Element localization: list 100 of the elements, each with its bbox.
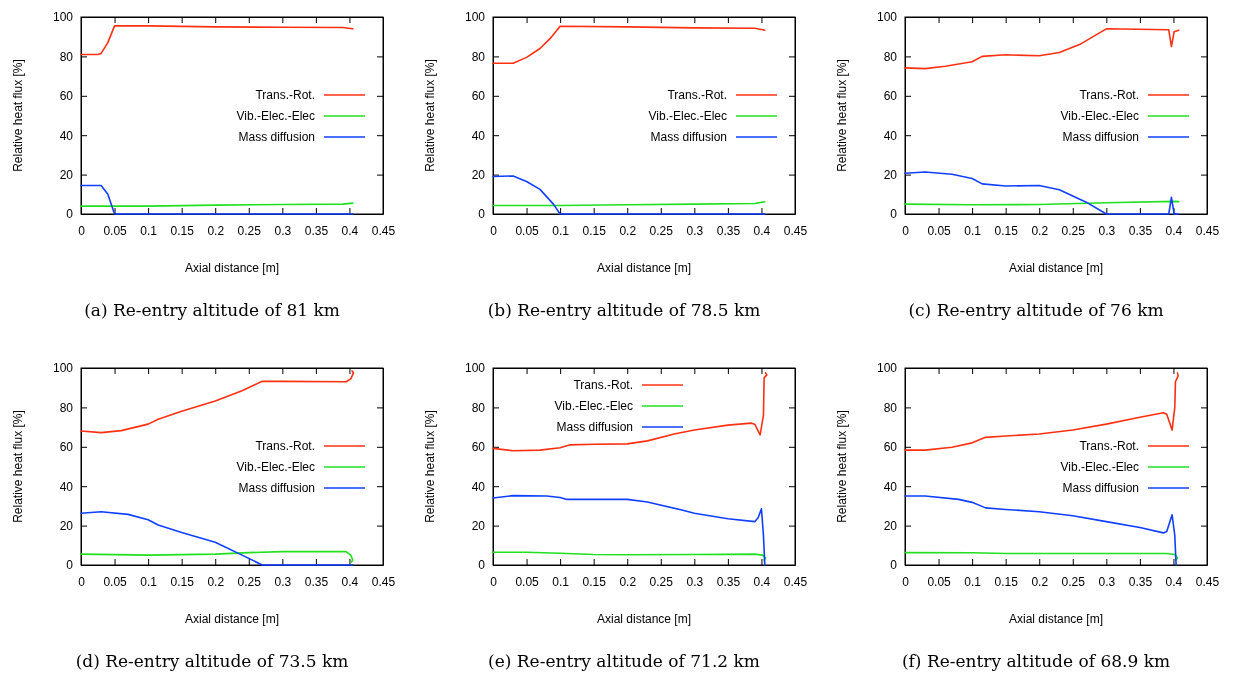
x-tick-label: 0.35 (716, 223, 741, 238)
legend-label: Trans.-Rot. (667, 88, 727, 102)
x-tick-label: 0.25 (237, 574, 262, 589)
line-series (80, 370, 355, 434)
y-axis-title: Relative heat flux [%] (11, 59, 25, 172)
legend-label: Mass diffusion (650, 130, 727, 144)
x-tick-label: 0 (78, 223, 86, 238)
legend-label: Vib.-Elec.-Elec (554, 399, 633, 413)
legend-label: Vib.-Elec.-Elec (236, 109, 315, 123)
x-tick-label: 0.25 (1061, 574, 1086, 589)
y-tick-label: 100 (876, 10, 898, 25)
x-tick-label: 0.3 (274, 574, 292, 589)
line-series (492, 494, 766, 566)
x-tick-label: 0.2 (619, 574, 637, 589)
y-tick-label: 0 (890, 207, 898, 222)
line-series (492, 372, 768, 452)
y-tick-label: 60 (59, 89, 74, 104)
legend-label: Mass diffusion (556, 420, 633, 434)
x-tick-label: 0.4 (753, 574, 771, 589)
x-tick-label: 0.3 (1098, 574, 1116, 589)
y-axis-title: Relative heat flux [%] (835, 59, 849, 172)
legend-label: Trans.-Rot. (255, 88, 315, 102)
line-series (80, 511, 354, 566)
y-tick-label: 20 (59, 167, 74, 182)
y-tick-label: 60 (471, 440, 486, 455)
y-axis-title: Relative heat flux [%] (835, 410, 849, 523)
x-axis-title: Axial distance [m] (596, 261, 692, 275)
x-axis-title: Axial distance [m] (1008, 261, 1104, 275)
x-tick-label: 0.45 (371, 574, 396, 589)
legend-label: Mass diffusion (1062, 481, 1139, 495)
legend-label: Vib.-Elec.-Elec (1060, 460, 1139, 474)
line-series (904, 495, 1177, 566)
x-tick-label: 0.3 (686, 574, 704, 589)
y-tick-label: 0 (66, 558, 74, 573)
x-tick-label: 0.3 (686, 223, 704, 238)
y-tick-label: 80 (471, 400, 486, 415)
y-tick-label: 80 (883, 400, 898, 415)
y-tick-label: 40 (471, 128, 486, 143)
y-axis-title: Relative heat flux [%] (11, 410, 25, 523)
y-tick-label: 100 (464, 361, 486, 376)
x-tick-label: 0.2 (207, 223, 225, 238)
line-series (904, 28, 1180, 70)
x-tick-label: 0.35 (1128, 223, 1153, 238)
y-tick-label: 80 (471, 49, 486, 64)
x-tick-label: 0.3 (1098, 223, 1116, 238)
text: (a) Re-entry altitude of 81 km (84, 300, 340, 320)
y-tick-label: 100 (52, 361, 74, 376)
x-tick-label: 0.05 (515, 574, 540, 589)
x-tick-label: 0.05 (515, 223, 540, 238)
legend-label: Mass diffusion (238, 130, 315, 144)
x-axis-title: Axial distance [m] (1008, 612, 1104, 626)
y-tick-label: 20 (883, 167, 898, 182)
x-tick-label: 0.25 (649, 574, 674, 589)
x-tick-label: 0.2 (1031, 223, 1049, 238)
legend-label: Vib.-Elec.-Elec (236, 460, 315, 474)
legend-label: Mass diffusion (238, 481, 315, 495)
y-tick-label: 60 (59, 440, 74, 455)
x-tick-label: 0.45 (1195, 223, 1220, 238)
line-series (904, 171, 1180, 215)
text: (f) Re-entry altitude of 68.9 km (901, 651, 1171, 671)
x-tick-label: 0.1 (552, 574, 570, 589)
x-tick-label: 0 (78, 574, 86, 589)
x-tick-label: 0.25 (649, 223, 674, 238)
line-series (904, 372, 1179, 451)
x-axis-title: Axial distance [m] (184, 261, 280, 275)
y-tick-label: 80 (59, 49, 74, 64)
y-tick-label: 100 (52, 10, 74, 25)
y-tick-label: 20 (59, 518, 74, 533)
x-tick-label: 0 (902, 574, 910, 589)
x-tick-label: 0.45 (1195, 574, 1220, 589)
y-tick-label: 0 (890, 558, 898, 573)
x-tick-label: 0.45 (783, 223, 808, 238)
y-tick-label: 60 (883, 440, 898, 455)
y-tick-label: 40 (59, 479, 74, 494)
x-tick-label: 0.15 (170, 574, 195, 589)
y-tick-label: 0 (66, 207, 74, 222)
text: (d) Re-entry altitude of 73.5 km (75, 651, 349, 671)
x-tick-label: 0.35 (304, 223, 329, 238)
x-tick-label: 0.1 (140, 574, 158, 589)
x-tick-label: 0.4 (341, 574, 359, 589)
y-tick-label: 20 (471, 167, 486, 182)
legend-label: Trans.-Rot. (255, 439, 315, 453)
line-series (492, 175, 766, 215)
legend-label: Trans.-Rot. (1079, 439, 1139, 453)
text: (b) Re-entry altitude of 78.5 km (487, 300, 761, 320)
y-tick-label: 20 (883, 518, 898, 533)
x-tick-label: 0 (490, 574, 498, 589)
y-tick-label: 40 (471, 479, 486, 494)
x-tick-label: 0.1 (964, 574, 982, 589)
legend-label: Vib.-Elec.-Elec (1060, 109, 1139, 123)
line-series (492, 551, 767, 561)
x-tick-label: 0.3 (274, 223, 292, 238)
text: (e) Re-entry altitude of 71.2 km (488, 651, 760, 671)
x-tick-label: 0.4 (341, 223, 359, 238)
x-tick-label: 0 (902, 223, 910, 238)
y-axis-title: Relative heat flux [%] (423, 59, 437, 172)
x-tick-label: 0.15 (582, 223, 607, 238)
x-tick-label: 0.1 (140, 223, 158, 238)
legend-label: Mass diffusion (1062, 130, 1139, 144)
y-tick-label: 80 (883, 49, 898, 64)
